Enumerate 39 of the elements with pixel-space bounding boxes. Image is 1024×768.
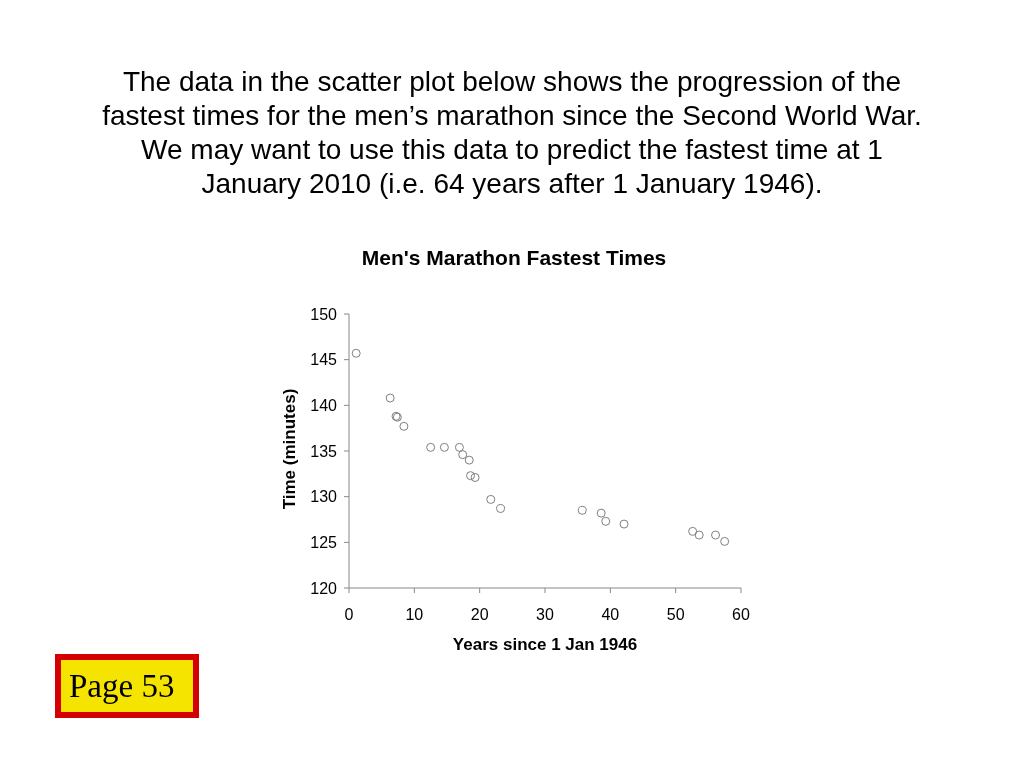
point [596,508,606,518]
point [464,455,474,465]
point [496,504,506,514]
y-tick-label: 145 [310,351,338,369]
point [426,442,436,452]
x-tick-label: 60 [732,606,750,623]
x-tick-label: 10 [405,606,424,623]
chart-title: Men's Marathon Fastest Times [361,246,667,269]
x-axis-title: Years since 1 Jan 1946 [452,635,638,654]
text: Page 53 [69,668,175,704]
y-tick-label: 140 [310,396,338,414]
y-tick-label: 130 [310,488,338,506]
point [486,494,496,504]
point [466,471,476,481]
point [601,516,611,526]
point [470,472,480,482]
y-axis-title: Time (minutes) [280,388,299,510]
point [385,393,395,403]
x-tick-label: 20 [470,606,489,623]
point [577,505,587,515]
y-tick-label: 135 [310,442,338,460]
point [439,442,449,452]
point [720,536,730,546]
point [694,530,704,540]
y-tick-label: 125 [310,533,338,551]
point [399,421,409,431]
point [619,519,629,529]
x-tick-label: 40 [601,606,620,623]
x-tick-label: 50 [666,606,685,623]
y-tick-label: 150 [310,305,338,323]
point [458,450,468,460]
point [688,526,698,536]
x-tick-label: 0 [344,606,354,623]
y-tick-label: 120 [310,579,338,597]
point [711,530,721,540]
point [454,442,464,452]
text: The data in the scatter plot below shows the progression of the fastest times for the men’s marathon since the Second World War. We may want to use this data to predict the fastest time at 1 January 2010 (i.e. 64 years after 1 January 1946). [102,66,922,199]
x-tick-label: 30 [536,606,554,623]
point [351,348,361,358]
